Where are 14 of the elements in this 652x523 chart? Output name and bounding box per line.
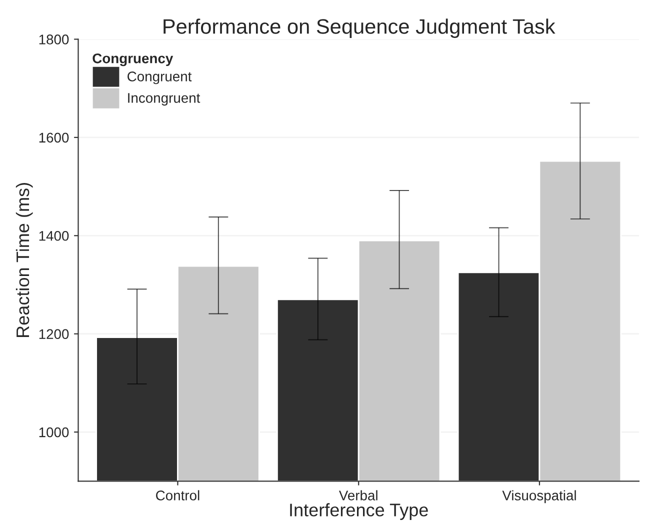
y-tick-label: 1800 xyxy=(39,34,69,44)
x-tick-label: Control xyxy=(156,490,200,500)
legend-title: Congruency xyxy=(92,53,174,66)
chart-title: Performance on Sequence Judgment Task xyxy=(164,18,556,38)
x-tick-label: Visuospatial xyxy=(502,490,576,504)
legend-label: Incongruent xyxy=(128,93,200,106)
legend-label: Congruent xyxy=(128,72,192,84)
y-tick-label: 1400 xyxy=(39,230,69,241)
y-tick-label: 1600 xyxy=(39,132,69,143)
y-tick-label: 1000 xyxy=(39,427,69,438)
y-axis-title: Reaction Time (ms) xyxy=(16,183,33,337)
x-axis-title: Interference Type xyxy=(290,503,428,520)
y-tick-label: 1200 xyxy=(39,329,69,340)
x-tick-label: Verbal xyxy=(338,490,378,500)
